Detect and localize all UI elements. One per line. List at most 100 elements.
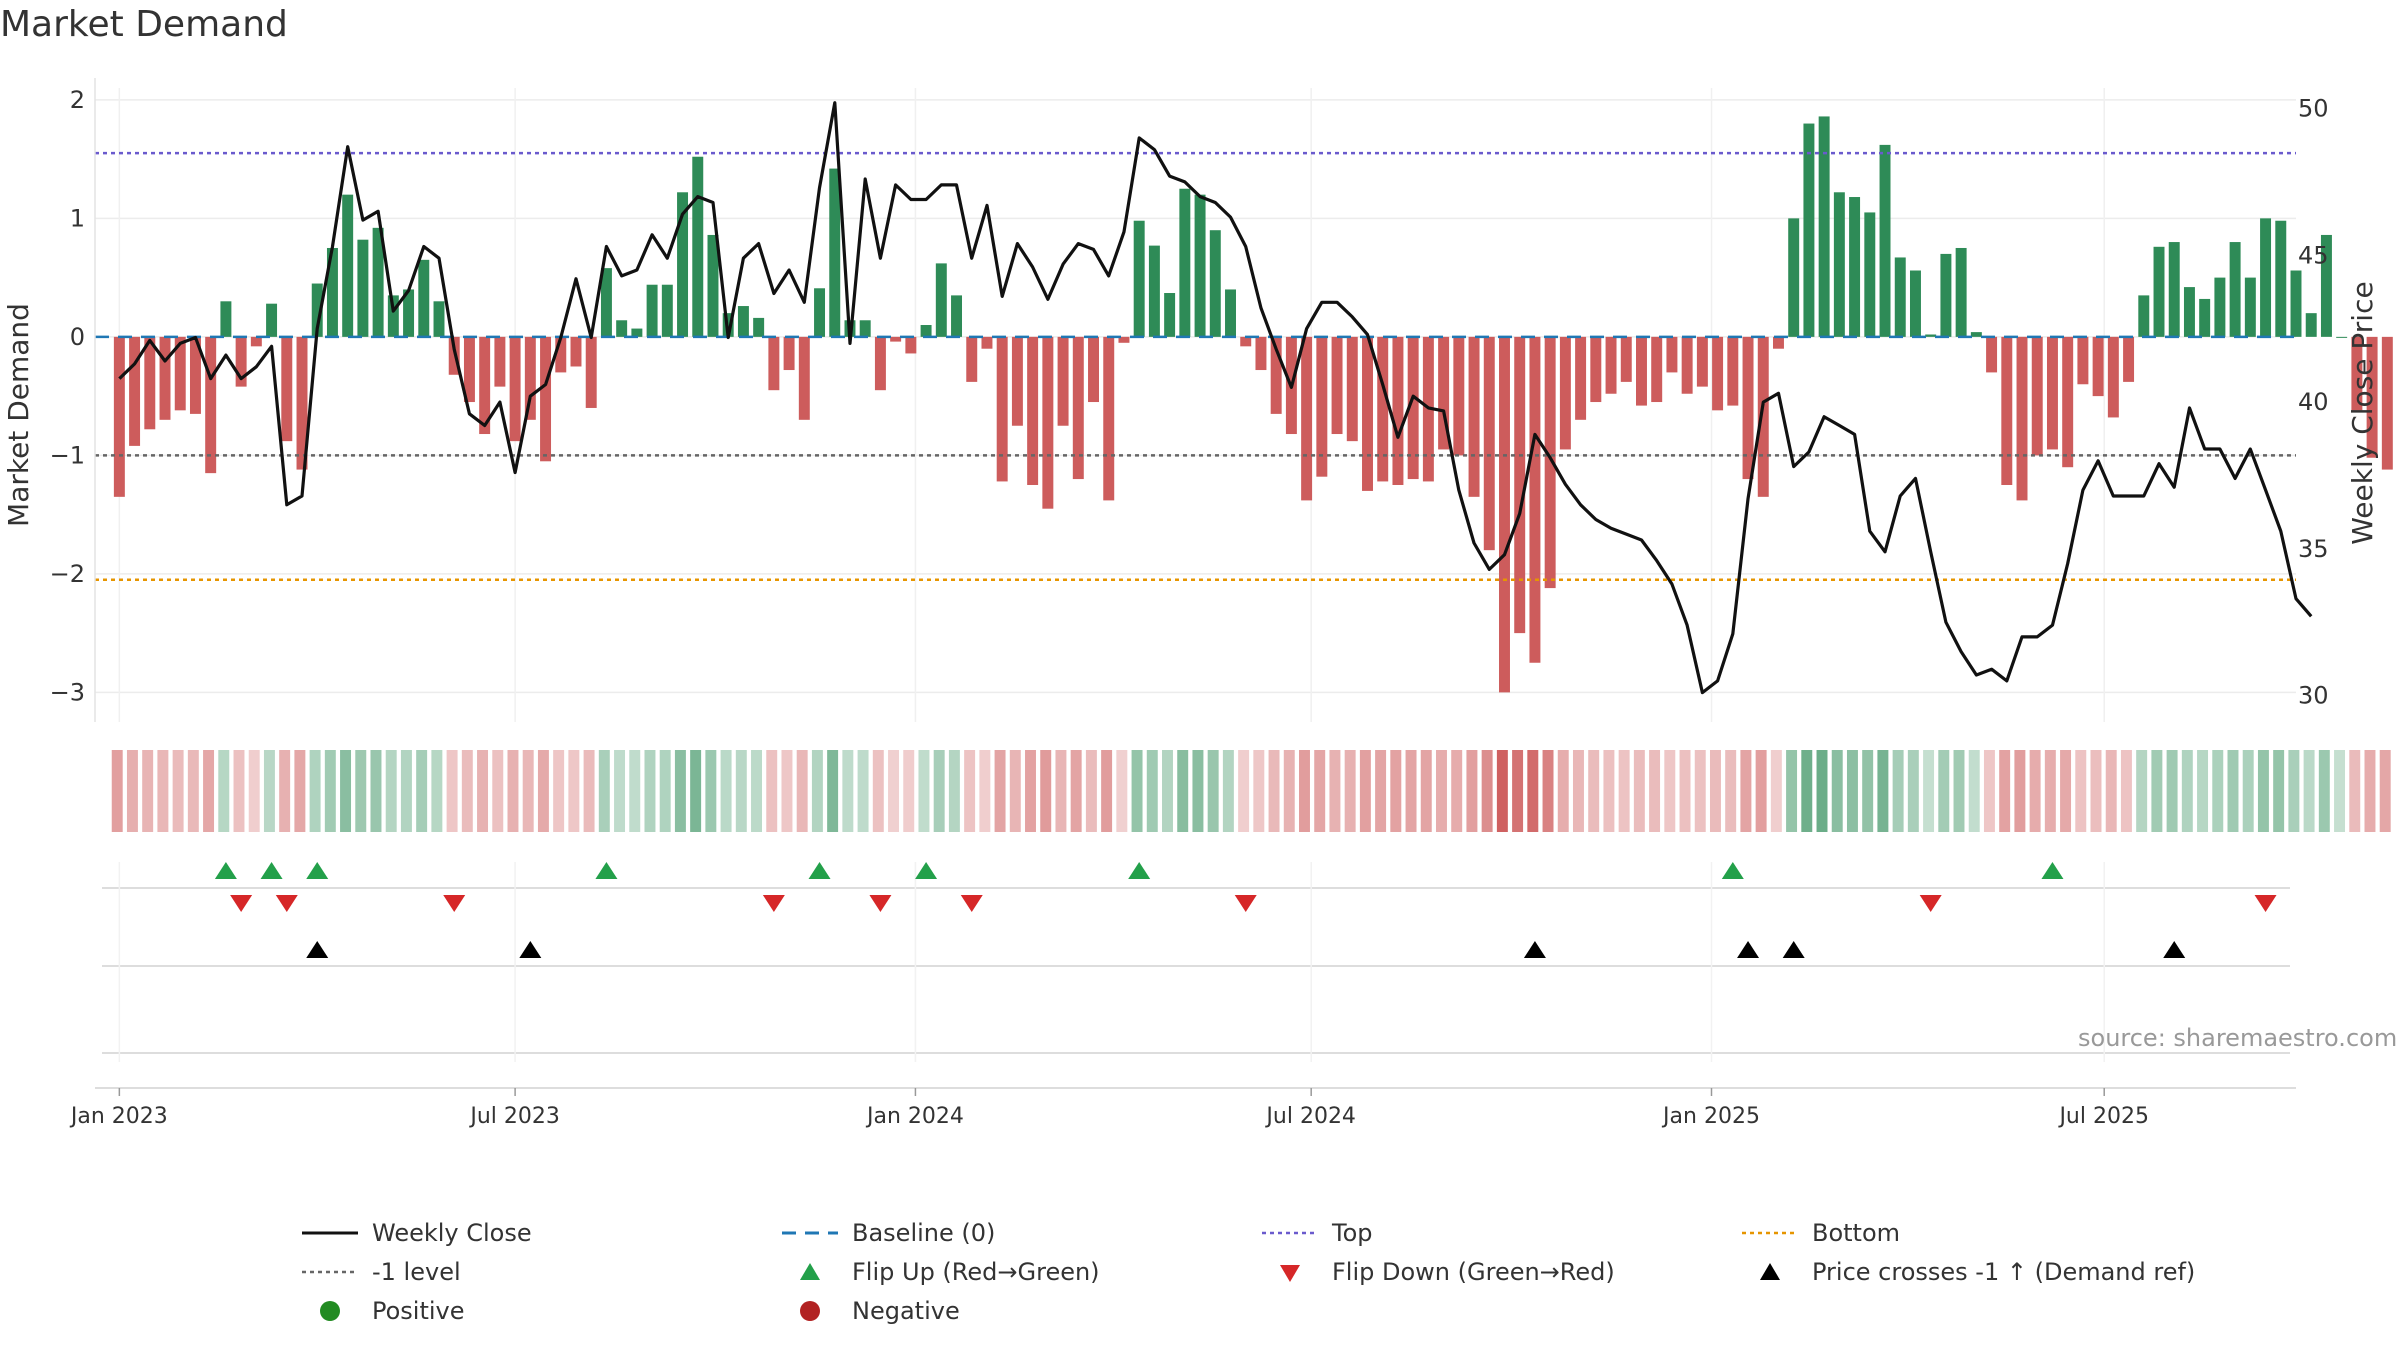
demand-bar-positive (1970, 332, 1982, 337)
demand-bar-negative (463, 336, 475, 403)
demand-bar-negative (1605, 336, 1617, 394)
heat-cell (1344, 750, 1356, 832)
weekly-close-swatch (302, 1231, 358, 1234)
heat-cell (1846, 750, 1858, 832)
demand-bar-negative (2381, 336, 2393, 470)
demand-bar-negative (555, 336, 567, 373)
demand-bar-negative (1316, 336, 1328, 477)
demand-bar-negative (768, 336, 780, 391)
heat-cell (766, 750, 778, 832)
demand-bar-negative (996, 336, 1008, 482)
heat-cell (1862, 750, 1874, 832)
cross-up-marker (1737, 941, 1760, 958)
heat-cell (2151, 750, 2163, 832)
x-tick-label: Jul 2023 (468, 1104, 560, 1129)
heat-cell (537, 750, 549, 832)
demand-bar-negative (144, 336, 156, 430)
heat-cell (2197, 750, 2209, 832)
demand-bar-negative (1727, 336, 1739, 406)
flip-up-marker (1128, 862, 1151, 879)
heat-cell (1755, 750, 1767, 832)
heat-cell (1101, 750, 1113, 832)
demand-bar-negative (1027, 336, 1039, 485)
demand-bar-positive (266, 303, 278, 337)
demand-bar-positive (1164, 293, 1176, 337)
x-tick-label: Jan 2023 (69, 1104, 168, 1129)
demand-bar-negative (189, 336, 201, 414)
heat-cell (1786, 750, 1798, 832)
heat-cell (1877, 750, 1889, 832)
demand-bar-positive (2199, 298, 2211, 337)
flip-down-marker (230, 895, 253, 912)
heat-cell (1892, 750, 1904, 832)
heat-cell (294, 750, 306, 832)
demand-bar-negative (2016, 336, 2028, 501)
y2-axis-label: Weekly Close Price (2346, 281, 2379, 544)
demand-bar-negative (2077, 336, 2089, 385)
heat-cell (2120, 750, 2132, 832)
demand-bar-negative (1453, 336, 1465, 456)
flip-down-marker (2254, 895, 2277, 912)
demand-bar-negative (174, 336, 186, 411)
flip-up-marker (306, 862, 329, 879)
heat-cell (111, 750, 123, 832)
flip-down-marker (1234, 895, 1257, 912)
demand-bar-positive (753, 317, 765, 337)
demand-bar-positive (1879, 144, 1891, 337)
heat-strip (111, 750, 2391, 832)
heat-cell (933, 750, 945, 832)
heat-cell (1253, 750, 1265, 832)
legend-item-cross: Price crosses -1 ↑ (Demand ref) (1740, 1255, 2220, 1288)
heat-cell (477, 750, 489, 832)
demand-bar-negative (1346, 336, 1358, 442)
heat-cell (1070, 750, 1082, 832)
demand-bar-positive (859, 320, 871, 337)
bottom-swatch (1742, 1231, 1798, 1234)
demand-bar-positive (1894, 257, 1906, 337)
demand-bar-negative (1362, 336, 1373, 491)
heat-cell (1390, 750, 1402, 832)
heat-cell (598, 750, 610, 832)
heat-cell (979, 750, 991, 832)
heat-cell (690, 750, 702, 832)
legend-label: Bottom (1812, 1218, 1901, 1247)
market-demand-chart: 2 1 0 −1 −2 −3 50 45 40 35 30 Market Demand Weekly C… (2, 78, 2393, 1129)
demand-bar-positive (737, 306, 749, 337)
demand-bar-negative (1377, 336, 1389, 482)
heat-cell (2257, 750, 2269, 832)
cross-up-marker (2163, 941, 2186, 958)
demand-bar-positive (631, 328, 643, 337)
demand-bar-positive (1940, 253, 1952, 337)
demand-bar-negative (1438, 336, 1450, 450)
heat-cell (735, 750, 747, 832)
heat-cell (568, 750, 580, 832)
heat-cell (187, 750, 199, 832)
demand-bars (113, 116, 2393, 693)
demand-bar-positive (403, 289, 415, 337)
heat-cell (842, 750, 854, 832)
demand-bar-positive (677, 192, 689, 337)
demand-bar-negative (113, 336, 125, 497)
demand-bar-positive (342, 194, 354, 337)
demand-bar-positive (646, 284, 658, 337)
demand-bar-negative (1986, 336, 1998, 373)
x-tick-label: Jan 2024 (865, 1104, 964, 1129)
legend-item-baseline: Baseline (0) (780, 1216, 1260, 1249)
signal-tracks (102, 862, 2290, 1062)
heat-cell (674, 750, 686, 832)
demand-bar-positive (1849, 197, 1861, 337)
demand-bar-positive (1194, 194, 1206, 337)
heat-cell (629, 750, 641, 832)
flip-up-marker (808, 862, 831, 879)
legend-label: Baseline (0) (852, 1218, 996, 1247)
heat-cell (157, 750, 169, 832)
demand-bar-negative (1636, 336, 1647, 406)
demand-bar-positive (372, 227, 384, 337)
legend: Weekly Close Baseline (0) Top Bottom -1 … (300, 1216, 2280, 1327)
heat-cell (1496, 750, 1508, 832)
y2-tick-label: 40 (2298, 388, 2329, 416)
y2-tick-label: 35 (2298, 535, 2329, 563)
heat-cell (781, 750, 793, 832)
demand-bar-negative (250, 336, 262, 347)
heat-cell (248, 750, 260, 832)
